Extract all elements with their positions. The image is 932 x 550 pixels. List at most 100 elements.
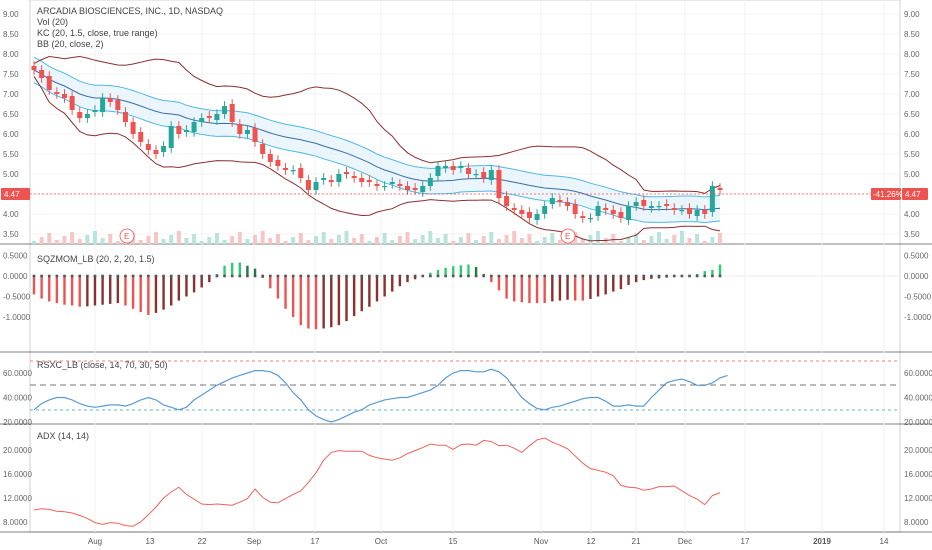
sqz-dot [268, 274, 272, 278]
candle-body [366, 180, 372, 182]
left-axis-tick: 7.50 [3, 70, 19, 79]
volume-bar [382, 233, 387, 244]
volume-bar [192, 234, 197, 244]
sqz-dot [177, 274, 181, 278]
left-axis-tick: 20.0000 [3, 446, 32, 455]
candle-body [580, 216, 586, 218]
volume-bar [718, 233, 722, 244]
sqz-dot [223, 274, 226, 278]
earnings-marker[interactable]: E [560, 228, 576, 244]
sqz-dot [253, 274, 257, 278]
candle-body [702, 210, 708, 214]
date-axis: Aug 13 22 Sep 17 Oct 15 Nov 12 21 Dec 17 2019 14 [88, 537, 889, 546]
earnings-marker[interactable]: E [119, 228, 135, 244]
left-axis-tick: 8.0000 [3, 518, 28, 527]
right-axis-tick: 7.00 [904, 90, 920, 99]
sqz-dot [162, 274, 165, 278]
sqz-bar [185, 276, 188, 297]
candle-body [336, 174, 342, 182]
volume-bar [352, 238, 357, 244]
sqz-bar [566, 276, 569, 300]
sqz-bar [589, 276, 592, 299]
candle-body [458, 166, 464, 168]
bollinger-bands [33, 55, 721, 242]
candle-body [610, 210, 616, 214]
volume-bar [512, 231, 517, 244]
adx-legend[interactable]: ADX (14, 14) [37, 431, 90, 441]
sqz-dot [291, 274, 295, 278]
sqz-bar [452, 266, 455, 276]
date-label: Dec [678, 537, 692, 546]
volume-bar [550, 233, 555, 244]
sqz-dot [299, 274, 303, 278]
chart-title[interactable]: ARCADIA BIOSCIENCES, INC., 1D, NASDAQ [37, 6, 224, 16]
sqz-bar [337, 276, 341, 326]
kc-legend[interactable]: KC (20, 1.5, close, true range) [37, 28, 158, 38]
volume-bar [329, 239, 334, 244]
date-label: 17 [311, 537, 320, 546]
volume-bar [474, 240, 479, 244]
sqz-bar [223, 265, 226, 276]
volume-bar [260, 231, 265, 244]
left-axis-tick: 40.0000 [3, 394, 32, 403]
sqz-bar [299, 276, 302, 326]
sqz-dot [566, 274, 569, 278]
sqz-dot [131, 274, 135, 278]
volume-bar [611, 234, 616, 244]
sqz-bar [208, 276, 211, 283]
candle-body [679, 210, 685, 212]
sqzmom-legend[interactable]: SQZMOM_LB (20, 2, 20, 1.5) [37, 254, 155, 264]
vol-legend[interactable]: Vol (20) [37, 17, 69, 27]
candle-body [122, 112, 128, 122]
sqz-bar [230, 262, 234, 276]
sqz-dot [505, 274, 508, 278]
date-label: 2019 [813, 537, 831, 546]
sqz-dot [200, 274, 203, 278]
candle-body [427, 178, 433, 186]
sqz-dot [627, 274, 630, 278]
left-axis-tick: 12.0000 [3, 494, 32, 503]
volume-bar [641, 240, 646, 244]
sqz-dot [238, 274, 242, 278]
volume-bar [222, 240, 227, 244]
bb-legend[interactable]: BB (20, close, 2) [37, 39, 104, 49]
right-axis-tick: 40.0000 [904, 394, 932, 403]
sqz-bar [490, 276, 493, 283]
sqz-bar [368, 276, 371, 307]
volume-bar [153, 232, 158, 244]
sqz-bar [291, 276, 295, 317]
bollinger-band-fill [34, 57, 720, 223]
right-axis-tick: 0.0000 [904, 272, 929, 281]
candle-body [496, 170, 502, 198]
sqz-bar [147, 276, 150, 315]
sqz-dot [147, 274, 150, 278]
right-axis-tick: 6.00 [904, 130, 920, 139]
candle-body [283, 168, 289, 170]
right-axis-tick: 3.50 [904, 230, 920, 239]
bb-lower [33, 76, 721, 242]
sqz-bar [634, 276, 638, 283]
date-label: Oct [375, 537, 388, 546]
sqz-dot [108, 274, 112, 278]
sqz-dot [322, 274, 325, 278]
volume-bar [519, 238, 524, 244]
sqz-bar [70, 276, 74, 306]
candle-body [648, 206, 654, 208]
volume-bar [573, 232, 578, 244]
sqz-dot [543, 274, 546, 278]
volume-bar [687, 238, 692, 244]
volume-bar [39, 237, 44, 244]
sqz-dot [63, 274, 66, 278]
volume-bar [321, 232, 326, 244]
rsxc-legend[interactable]: RSXC_LB (close, 14, 70, 30, 50) [37, 360, 168, 370]
sqz-dot [657, 274, 661, 278]
sqz-dot [451, 274, 455, 278]
volume-bar [618, 241, 623, 244]
right-axis-tick: -1.0000 [904, 313, 932, 322]
volume-bar [214, 233, 219, 244]
sqz-dot [185, 274, 188, 278]
right-axis-tick: 5.00 [904, 170, 920, 179]
volume-bar [314, 236, 319, 244]
sqz-bar [177, 276, 181, 301]
